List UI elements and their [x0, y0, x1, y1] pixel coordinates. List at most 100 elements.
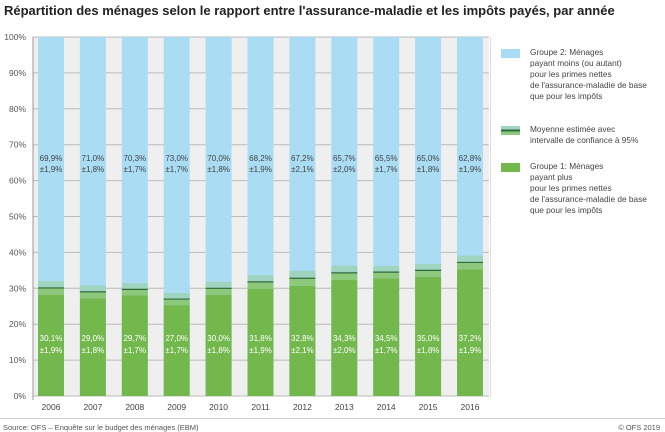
ci-label-group1: ±1,9% [249, 346, 272, 355]
data-label-group1: 34,3% [333, 334, 356, 343]
data-label-group2: 65,5% [375, 154, 398, 163]
data-label-group2: 69,9% [40, 154, 63, 163]
data-label-group2: 65,7% [333, 154, 356, 163]
bar-group1 [205, 294, 232, 396]
ci-label-group1: ±1,7% [165, 346, 188, 355]
y-tick-label: 50% [9, 212, 26, 222]
data-label-group2: 67,2% [291, 154, 314, 163]
ci-band-upper [373, 266, 400, 273]
data-label-group1: 27,0% [165, 334, 188, 343]
bar-group1 [38, 294, 64, 396]
ci-label-group2: ±1,9% [459, 165, 482, 174]
y-tick-label: 10% [9, 355, 26, 365]
ci-band-lower [79, 291, 106, 299]
x-tick-label: 2009 [167, 402, 186, 412]
ci-label-group2: ±1,7% [123, 165, 146, 174]
bar-group1 [121, 295, 148, 396]
ci-band-upper [457, 255, 483, 263]
bar-group1 [415, 276, 442, 396]
ci-label-group2: ±1,8% [417, 165, 440, 174]
data-label-group2: 62,8% [459, 154, 482, 163]
chart-title: Répartition des ménages selon le rapport… [4, 3, 615, 18]
ci-label-group2: ±1,9% [249, 165, 272, 174]
y-tick-label: 40% [9, 247, 26, 257]
legend: Groupe 2: Ménages payant moins (ou autan… [490, 37, 665, 397]
ci-band-lower [38, 287, 64, 295]
ci-label-group2: ±1,9% [40, 165, 63, 174]
ci-band-lower [163, 299, 190, 306]
data-label-group1: 29,0% [82, 334, 105, 343]
bar-group1 [163, 305, 190, 396]
data-label-group2: 68,2% [249, 154, 272, 163]
data-label-group1: 30,1% [40, 334, 63, 343]
ci-band-lower [205, 288, 232, 295]
ci-label-group1: ±1,8% [417, 346, 440, 355]
ci-label-group1: ±1,7% [123, 346, 146, 355]
ci-label-group2: ±1,7% [375, 165, 398, 174]
ci-label-group2: ±2,0% [333, 165, 356, 174]
ci-label-group2: ±1,8% [82, 165, 105, 174]
x-tick-label: 2006 [42, 402, 61, 412]
stacked-bar-chart: 0% 10% 20% 30% 40% 50% 60% 70% 80% 90% 100% 69,9% ±1… [4, 32, 489, 412]
data-label-group1: 29,7% [123, 334, 146, 343]
ci-label-group1: ±1,9% [459, 346, 482, 355]
ci-band-lower [331, 272, 358, 281]
data-label-group2: 71,0% [82, 154, 105, 163]
ci-band-lower [121, 289, 148, 296]
y-tick-label: 20% [9, 319, 26, 329]
data-label-group1: 35,0% [417, 334, 440, 343]
ci-band-lower [247, 281, 274, 289]
data-label-group1: 34,5% [375, 334, 398, 343]
y-tick-label: 30% [9, 283, 26, 293]
ci-label-group2: ±2,1% [291, 165, 314, 174]
ci-band-lower [415, 270, 442, 277]
legend-swatch-group2 [501, 49, 520, 58]
bar-group1 [79, 298, 106, 396]
bar-group1 [373, 278, 400, 396]
ci-band-upper [163, 292, 190, 300]
footer: Source: OFS – Enquête sur le budget des … [0, 418, 665, 432]
bar-group1 [457, 269, 483, 396]
ci-label-group1: ±1,8% [82, 346, 105, 355]
data-label-group1: 32,8% [291, 334, 314, 343]
x-tick-label: 2011 [251, 402, 270, 412]
ci-band-upper [38, 281, 64, 288]
data-label-group1: 30,0% [207, 334, 230, 343]
x-tick-label: 2007 [83, 402, 102, 412]
ci-band-upper [79, 285, 106, 292]
y-tick-label: 100% [4, 32, 26, 42]
bar-group1 [247, 288, 274, 396]
x-tick-label: 2012 [293, 402, 312, 412]
ci-label-group1: ±1,8% [207, 346, 230, 355]
ci-label-group1: ±1,9% [40, 346, 63, 355]
data-label-group2: 70,0% [207, 154, 230, 163]
ci-label-group1: ±1,7% [375, 346, 398, 355]
ci-label-group1: ±2,1% [291, 346, 314, 355]
bar-group1 [331, 280, 358, 396]
y-tick-label: 80% [9, 104, 26, 114]
y-tick-label: 0% [14, 391, 27, 401]
x-tick-label: 2013 [335, 402, 354, 412]
ci-band-upper [121, 283, 148, 290]
legend-label: Groupe 1: Ménages payant plus pour les p… [530, 161, 647, 215]
ci-band-upper [331, 265, 358, 273]
x-tick-label: 2010 [209, 402, 228, 412]
data-label-group2: 65,0% [417, 154, 440, 163]
data-label-group2: 70,3% [123, 154, 146, 163]
legend-label: Groupe 2: Ménages payant moins (ou autan… [530, 47, 647, 101]
ci-label-group1: ±2,0% [333, 346, 356, 355]
ci-band-lower [289, 278, 316, 286]
ci-label-group2: ±1,8% [207, 165, 230, 174]
data-label-group2: 73,0% [165, 154, 188, 163]
ci-band-lower [457, 262, 483, 270]
data-label-group1: 31,8% [249, 334, 272, 343]
copyright: © OFS 2019 [618, 423, 660, 432]
y-tick-label: 70% [9, 140, 26, 150]
y-tick-label: 90% [9, 68, 26, 78]
x-tick-label: 2016 [461, 402, 480, 412]
legend-label: Moyenne estimée avec intervalle de confi… [530, 124, 639, 145]
ci-band-upper [205, 281, 232, 289]
x-tick-label: 2015 [419, 402, 438, 412]
x-tick-label: 2014 [377, 402, 396, 412]
